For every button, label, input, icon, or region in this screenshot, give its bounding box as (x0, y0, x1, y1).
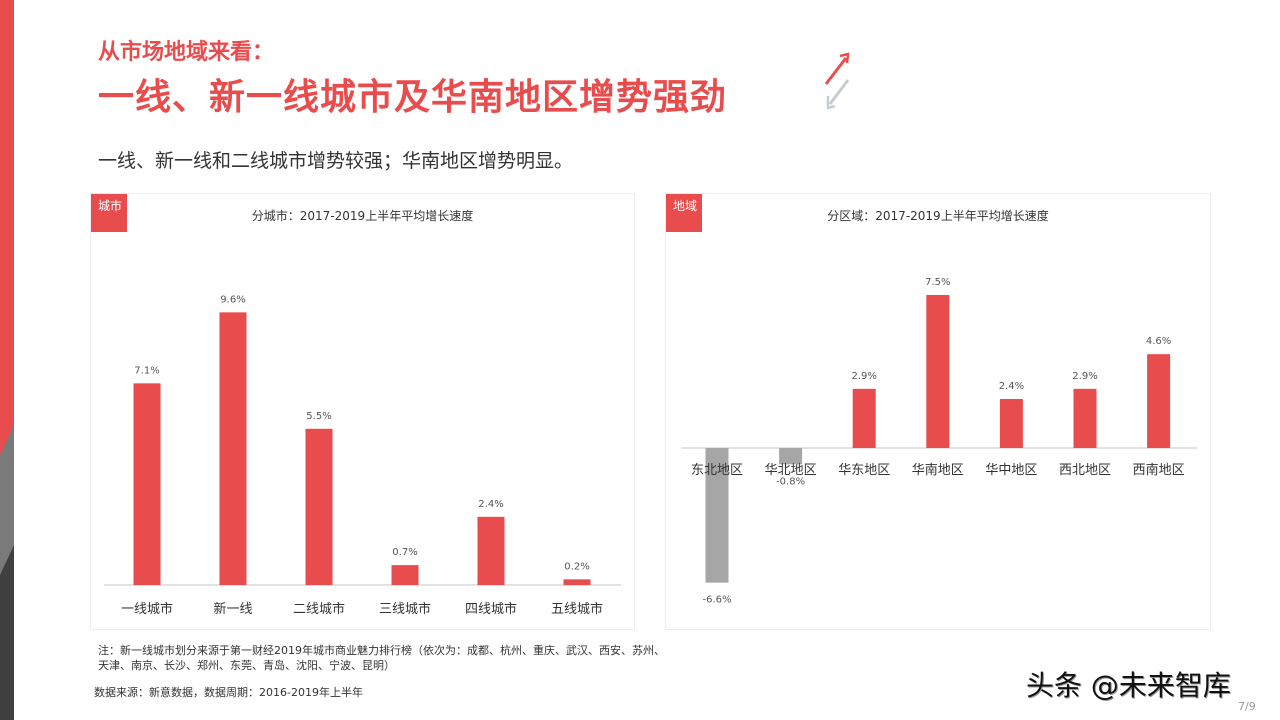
data-label: -0.8% (776, 476, 805, 487)
data-label: 2.9% (851, 371, 876, 382)
category-label: 东北地区 (691, 463, 743, 478)
data-label: 7.5% (925, 277, 950, 288)
bar (133, 383, 161, 585)
city-chart-panel: 城市 分城市：2017-2019上半年平均增长速度 7.1% 一线城市 9.6% 新一… (90, 193, 635, 630)
city-bar-chart: 7.1% 一线城市 9.6% 新一线 5.5% 二线城市 0.7% 三线城市 2.4% 四线城市 0… (104, 294, 621, 617)
bar (1147, 354, 1171, 448)
footnote: 注：新一线城市划分来源于第一财经2019年城市商业魅力排行榜（依次为：成都、杭州… (98, 644, 665, 672)
trend-arrows-icon (824, 52, 850, 110)
page-title: 一线、新一线城市及华南地区增势强劲 (98, 77, 728, 118)
data-label: 5.5% (306, 411, 331, 422)
bar (999, 399, 1023, 448)
region-bar-chart: -6.6% 东北地区 -0.8%华北地区 2.9% 华东地区 7.5% 华南地区 2.4% 华中… (681, 277, 1197, 606)
category-label: 华东地区 (838, 463, 890, 478)
data-source: 数据来源：新意数据，数据周期：2016-2019年上半年 (94, 686, 363, 699)
subtitle: 一线、新一线和二线城市增势较强；华南地区增势明显。 (98, 150, 574, 172)
bar (705, 448, 729, 583)
bar (305, 428, 333, 585)
bar (1073, 388, 1097, 448)
bar (926, 295, 950, 448)
bar (391, 565, 419, 585)
chart-title: 分城市：2017-2019上半年平均增长速度 (251, 209, 474, 223)
category-label: 二线城市 (293, 601, 345, 617)
decorative-side-strip (0, 0, 14, 720)
kicker-heading: 从市场地域来看： (98, 40, 275, 65)
bar (852, 388, 876, 448)
data-label: 7.1% (134, 365, 159, 376)
data-label: 0.2% (564, 561, 589, 572)
bar (219, 312, 247, 585)
data-label: 2.9% (1072, 371, 1097, 382)
category-label: 四线城市 (465, 601, 517, 617)
category-label: 西南地区 (1133, 462, 1185, 478)
category-label: 华中地区 (985, 463, 1037, 478)
chart-tag: 地域 (666, 194, 702, 232)
chart-tag: 城市 (91, 194, 127, 232)
category-label: 五线城市 (551, 601, 603, 617)
category-label: 新一线 (213, 601, 252, 617)
category-label: 一线城市 (121, 601, 173, 617)
data-label: 2.4% (999, 381, 1024, 392)
data-label: 2.4% (478, 499, 503, 510)
category-label: 三线城市 (379, 601, 431, 617)
category-label: 华北地区 (765, 463, 817, 478)
category-label: 西北地区 (1059, 463, 1111, 478)
data-label: 4.6% (1146, 336, 1171, 347)
page-number: 7/9 (1238, 700, 1256, 713)
region-chart-panel: 地域 分区域：2017-2019上半年平均增长速度 -6.6% 东北地区 -0.8%… (665, 193, 1211, 630)
bar (563, 579, 591, 585)
chart-title: 分区域：2017-2019上半年平均增长速度 (827, 209, 1049, 223)
watermark: 头条 @未来智库 (1026, 669, 1231, 702)
data-label: -6.6% (702, 595, 731, 606)
data-label: 0.7% (392, 547, 417, 558)
bar (477, 516, 505, 585)
bar (779, 448, 803, 465)
category-label: 华南地区 (912, 462, 964, 478)
data-label: 9.6% (220, 294, 245, 305)
